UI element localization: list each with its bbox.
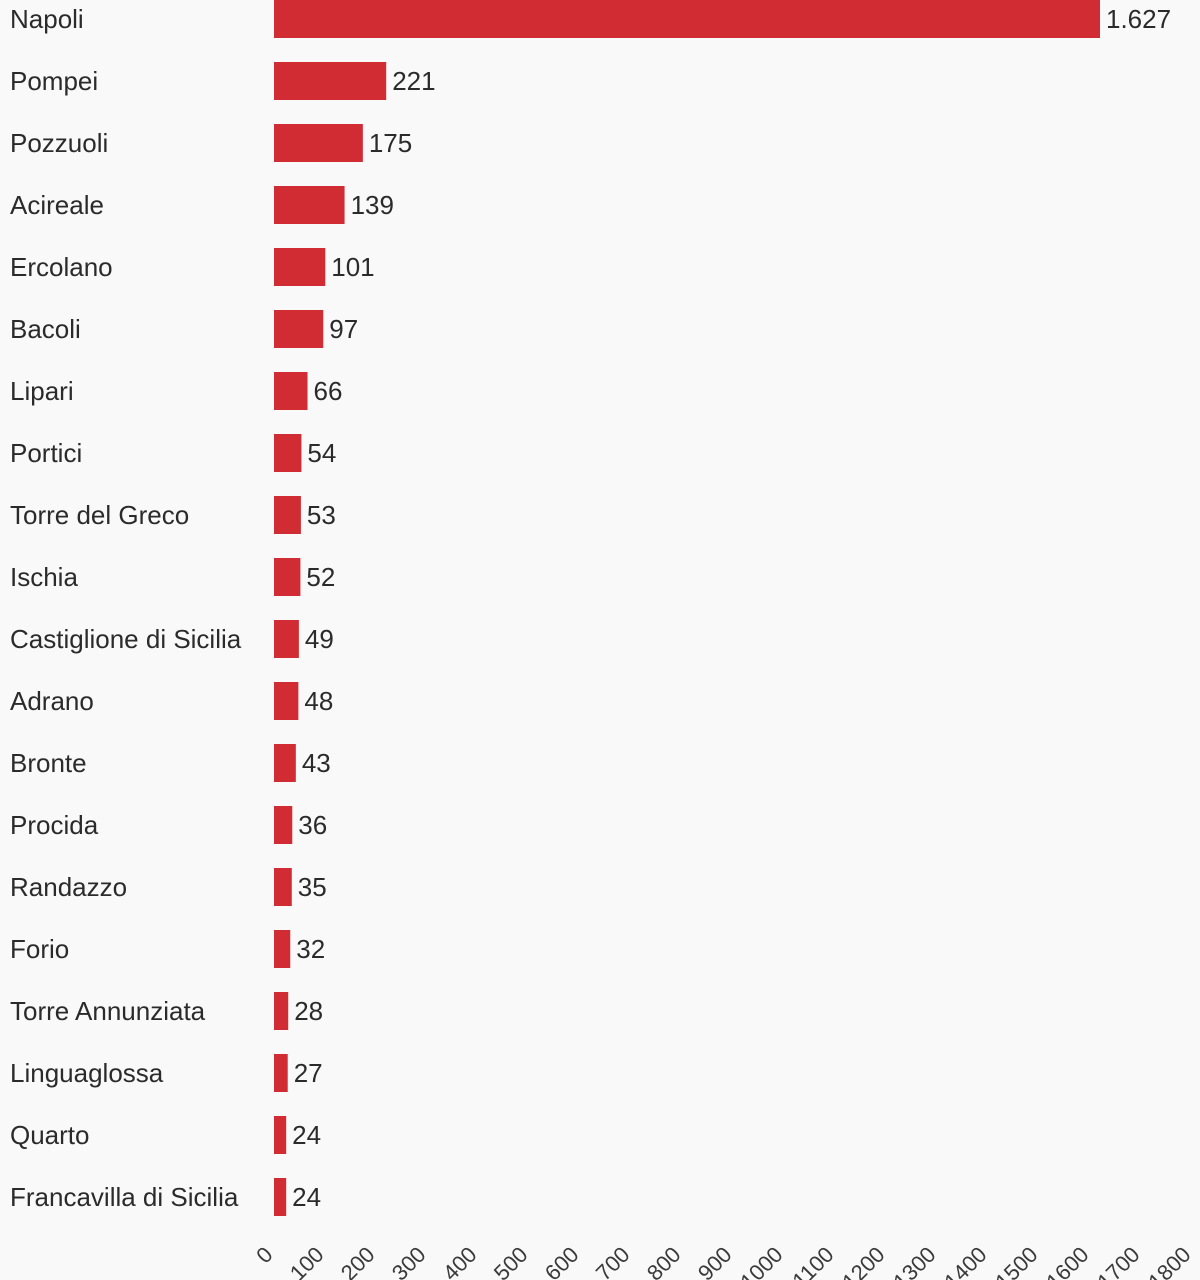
category-label-francavilla-di-sicilia: Francavilla di Sicilia	[10, 1182, 239, 1212]
bar-francavilla-di-sicilia	[274, 1178, 287, 1216]
category-labels-group: Napoli Pompei Pozzuoli Acireale Ercolano Baco…	[10, 4, 242, 1212]
x-tick-label-100: 100	[285, 1242, 329, 1280]
category-label-bronte: Bronte	[10, 748, 87, 778]
x-tick-label-600: 600	[540, 1242, 584, 1280]
bar-castiglione-di-sicilia	[274, 620, 299, 658]
category-label-procida: Procida	[10, 810, 99, 840]
x-tick-label-1200: 1200	[837, 1242, 889, 1280]
value-label-lipari: 66	[314, 376, 343, 406]
x-tick-label-800: 800	[642, 1242, 686, 1280]
bar-ischia	[274, 558, 301, 596]
bar-randazzo	[274, 868, 292, 906]
category-label-adrano: Adrano	[10, 686, 94, 716]
x-tick-label-300: 300	[387, 1242, 431, 1280]
category-label-quarto: Quarto	[10, 1120, 90, 1150]
bar-bronte	[274, 744, 296, 782]
value-label-napoli: 1.627	[1106, 4, 1171, 34]
bar-torre-del-greco	[274, 496, 301, 534]
bars-group	[274, 0, 1100, 1216]
x-tick-label-1000: 1000	[735, 1242, 787, 1280]
category-label-acireale: Acireale	[10, 190, 104, 220]
bar-napoli	[274, 0, 1100, 38]
x-tick-label-1800: 1800	[1143, 1242, 1195, 1280]
category-label-forio: Forio	[10, 934, 69, 964]
value-label-quarto: 24	[292, 1120, 321, 1150]
bar-procida	[274, 806, 293, 844]
bar-forio	[274, 930, 291, 968]
value-label-forio: 32	[296, 934, 325, 964]
category-label-lipari: Lipari	[10, 376, 74, 406]
x-tick-label-500: 500	[489, 1242, 533, 1280]
x-tick-label-1400: 1400	[939, 1242, 991, 1280]
value-label-portici: 54	[307, 438, 336, 468]
value-label-adrano: 48	[304, 686, 333, 716]
category-label-torre-del-greco: Torre del Greco	[10, 500, 189, 530]
bar-torre-annunziata	[274, 992, 289, 1030]
x-tick-label-1100: 1100	[787, 1242, 838, 1280]
x-tick-label-1700: 1700	[1092, 1242, 1144, 1280]
x-tick-label-1600: 1600	[1041, 1242, 1093, 1280]
category-label-ischia: Ischia	[10, 562, 78, 592]
x-tick-label-1500: 1500	[990, 1242, 1042, 1280]
category-label-linguaglossa: Linguaglossa	[10, 1058, 164, 1088]
category-label-portici: Portici	[10, 438, 82, 468]
x-tick-label-200: 200	[336, 1242, 380, 1280]
category-label-napoli: Napoli	[10, 4, 84, 34]
value-label-randazzo: 35	[298, 872, 327, 902]
category-label-pozzuoli: Pozzuoli	[10, 128, 108, 158]
value-label-ischia: 52	[306, 562, 335, 592]
bar-ercolano	[274, 248, 326, 286]
value-label-ercolano: 101	[331, 252, 374, 282]
value-label-castiglione-di-sicilia: 49	[305, 624, 334, 654]
bar-pompei	[274, 62, 387, 100]
category-label-torre-annunziata: Torre Annunziata	[10, 996, 206, 1026]
category-label-ercolano: Ercolano	[10, 252, 113, 282]
value-label-linguaglossa: 27	[294, 1058, 323, 1088]
x-tick-label-400: 400	[438, 1242, 482, 1280]
value-label-procida: 36	[298, 810, 327, 840]
bar-portici	[274, 434, 302, 472]
category-label-pompei: Pompei	[10, 66, 98, 96]
value-label-bacoli: 97	[329, 314, 358, 344]
value-label-pozzuoli: 175	[369, 128, 412, 158]
value-label-torre-del-greco: 53	[307, 500, 336, 530]
category-label-randazzo: Randazzo	[10, 872, 127, 902]
x-tick-label-1300: 1300	[888, 1242, 940, 1280]
x-tick-label-700: 700	[591, 1242, 635, 1280]
bar-adrano	[274, 682, 299, 720]
value-labels-group: 1.627 221 175 139 101 97 66 54 53 52 49 48 43 36 35 32 2…	[292, 4, 1171, 1212]
value-label-bronte: 43	[302, 748, 331, 778]
x-tick-label-0: 0	[251, 1242, 277, 1268]
bar-acireale	[274, 186, 345, 224]
value-label-francavilla-di-sicilia: 24	[292, 1182, 321, 1212]
bar-bacoli	[274, 310, 324, 348]
x-tick-label-900: 900	[693, 1242, 737, 1280]
bar-lipari	[274, 372, 308, 410]
bar-pozzuoli	[274, 124, 363, 162]
bar-linguaglossa	[274, 1054, 288, 1092]
category-label-castiglione-di-sicilia: Castiglione di Sicilia	[10, 624, 242, 654]
value-label-torre-annunziata: 28	[294, 996, 323, 1026]
value-label-pompei: 221	[392, 66, 435, 96]
bar-quarto	[274, 1116, 287, 1154]
value-label-acireale: 139	[351, 190, 394, 220]
category-label-bacoli: Bacoli	[10, 314, 81, 344]
